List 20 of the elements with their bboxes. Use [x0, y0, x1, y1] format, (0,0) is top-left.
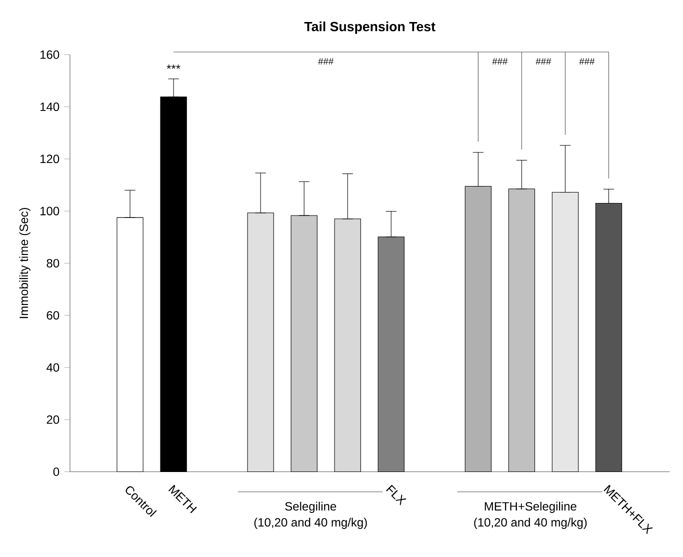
y-tick-label: 40	[46, 363, 60, 372]
text: (10,20 and 40 mg/kg)	[474, 518, 587, 529]
y-tick-label: 80	[46, 258, 60, 268]
annotation: ***	[166, 64, 180, 69]
text: Selegiline	[285, 502, 336, 513]
y-tick-label: 60	[46, 311, 60, 320]
y-tick-label: 140	[40, 102, 60, 112]
y-tick-label: 120	[40, 154, 60, 164]
annotation: ###	[536, 58, 552, 64]
y-tick-label: 20	[46, 415, 60, 424]
y-tick-label: 100	[40, 206, 60, 216]
annotation: ###	[579, 58, 595, 64]
text: METH+Selegiline	[484, 502, 576, 513]
text: (10,20 and 40 mg/kg)	[254, 518, 367, 529]
chart-title: Tail Suspension Test	[304, 22, 436, 34]
y-tick-label: 160	[40, 50, 60, 59]
annotation: ###	[492, 58, 508, 64]
y-tick-label: 0	[53, 467, 60, 476]
y-axis-title: Immobility time (Sec)	[19, 208, 30, 318]
annotation: ###	[318, 58, 334, 64]
